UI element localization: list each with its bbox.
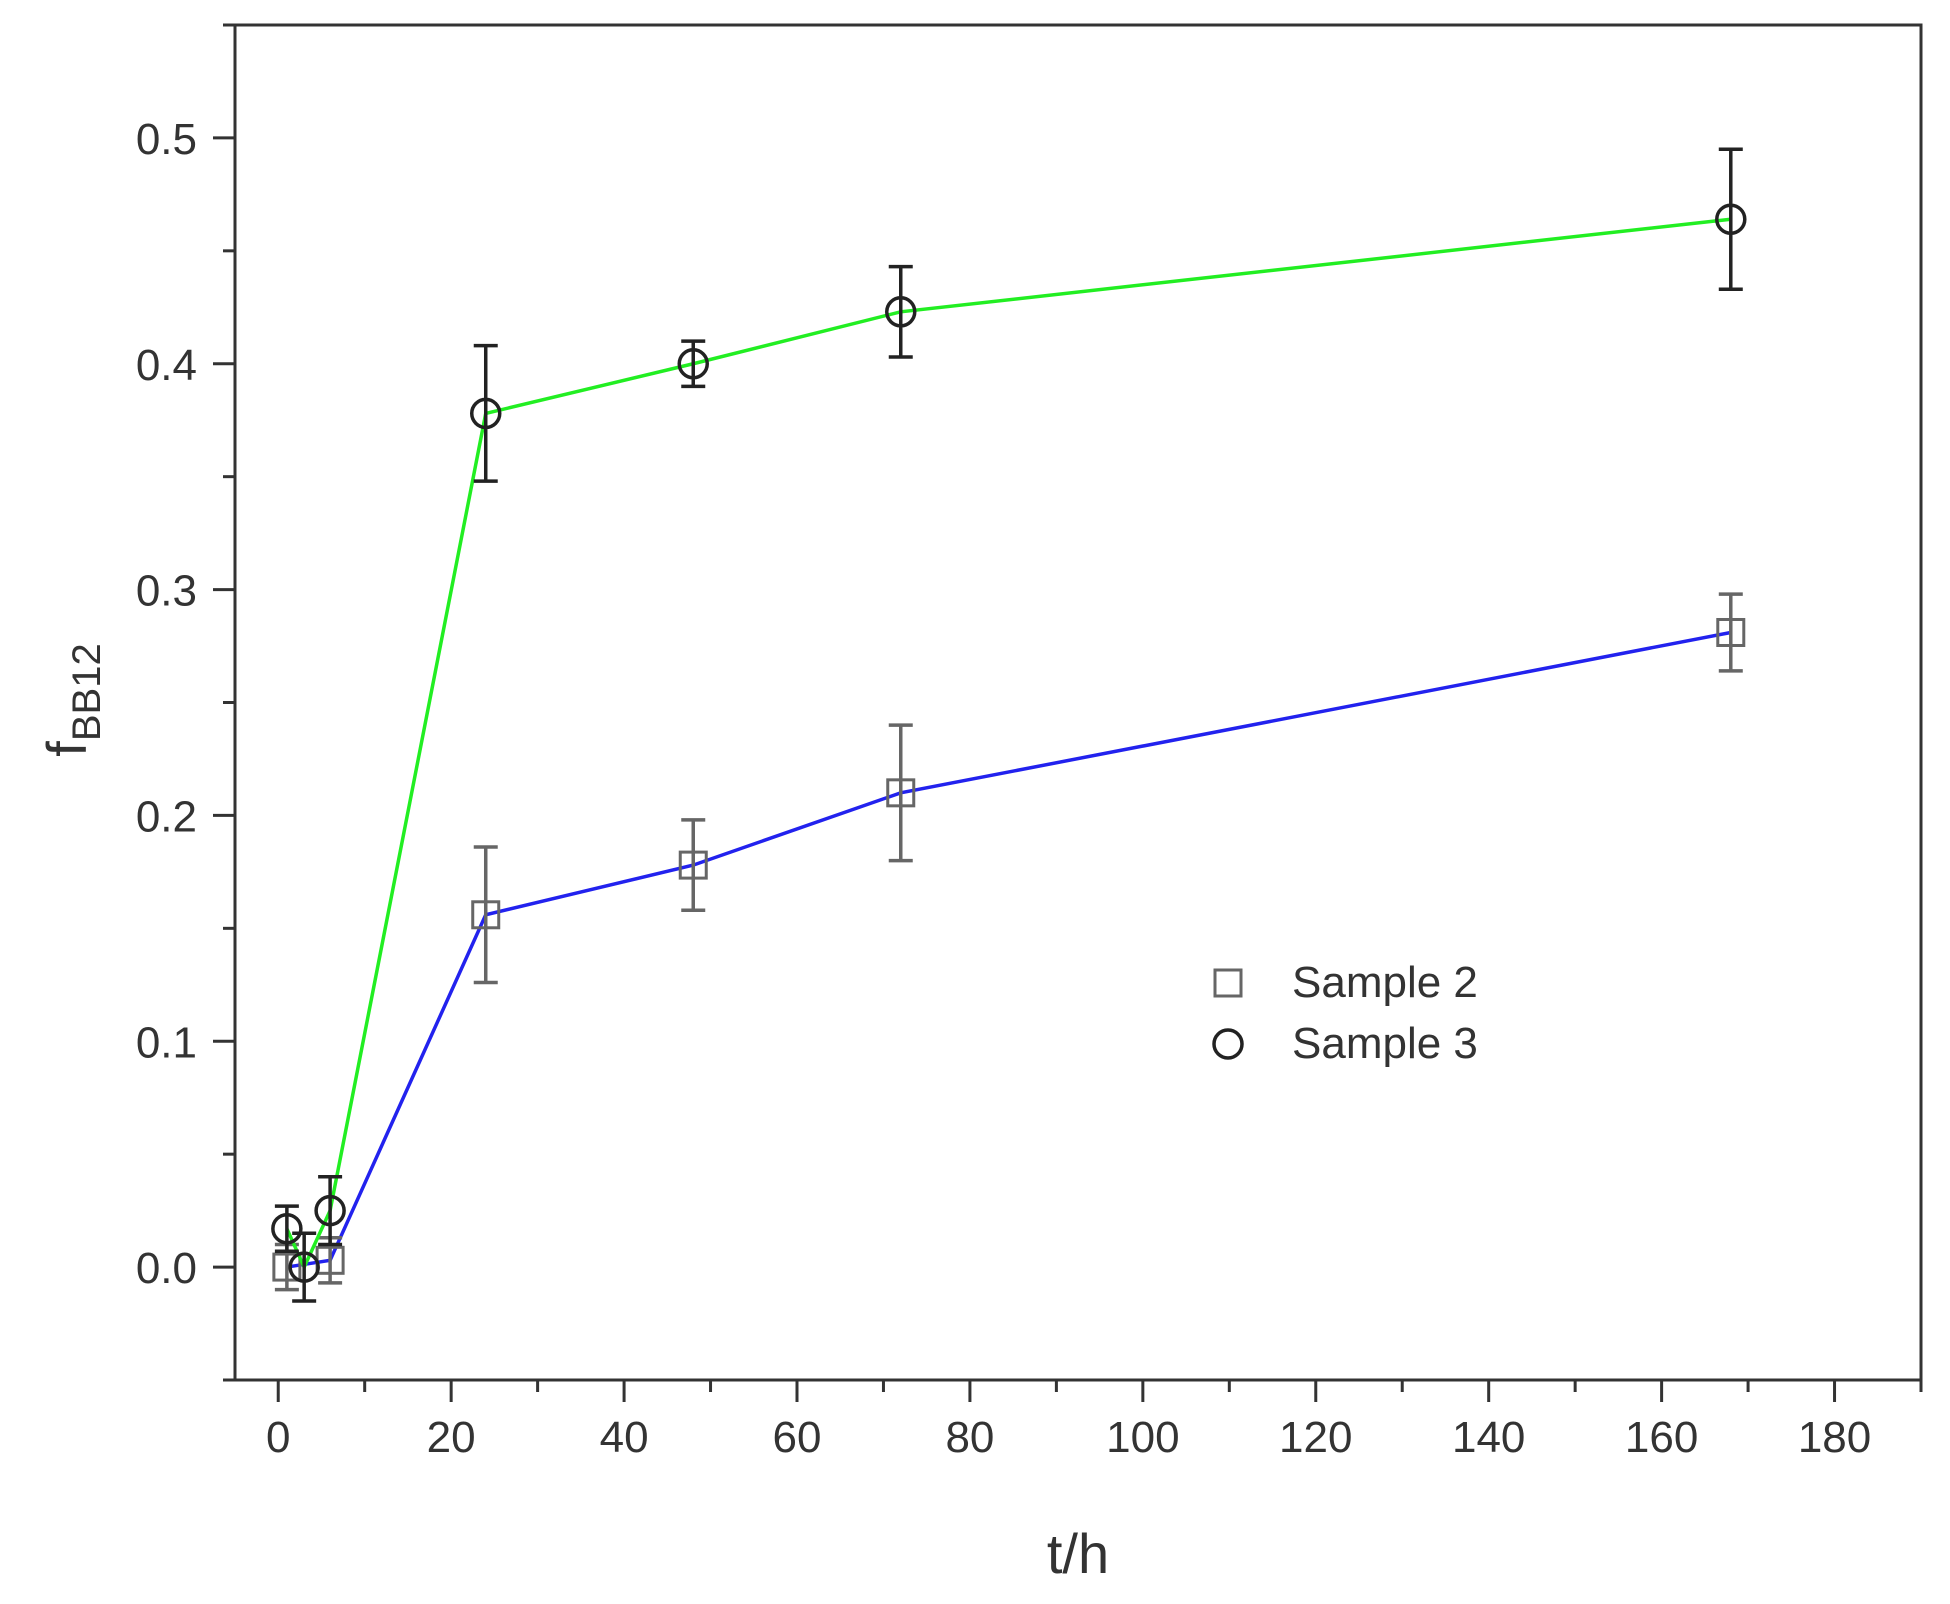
x-axis-label: t/h	[1047, 1522, 1109, 1585]
data-point-circle	[314, 1194, 346, 1227]
data-point-circle	[271, 1212, 303, 1245]
y-tick-label: 0.5	[136, 115, 197, 164]
series-line	[285, 217, 1731, 1272]
series-line	[286, 630, 1732, 1269]
data-point-square	[886, 778, 916, 808]
y-axis-label-main: f	[35, 741, 98, 757]
data-point-square	[1213, 968, 1243, 998]
data-point-square	[678, 850, 708, 880]
y-axis-label: fBB12	[35, 643, 109, 756]
y-tick-label: 0.1	[136, 1018, 197, 1067]
y-tick-label: 0.4	[136, 341, 197, 390]
x-tick-label: 120	[1279, 1413, 1352, 1462]
x-tick-label: 0	[266, 1413, 290, 1462]
data-point-circle	[677, 348, 709, 380]
legend-label: Sample 3	[1292, 1019, 1478, 1068]
data-point-square	[272, 1252, 302, 1282]
y-axis-label-sub: BB12	[65, 643, 109, 741]
x-tick-label: 140	[1452, 1413, 1525, 1462]
data-point-square	[471, 900, 501, 930]
y-axis: 0.0 0.1 0.2 0.3 0.4 0.5	[136, 23, 235, 1382]
y-tick-label: 0.0	[136, 1244, 197, 1293]
x-axis: 0 20 40 60 80 100 120 140 160 180	[266, 1380, 1923, 1462]
x-tick-label: 60	[773, 1413, 822, 1462]
legend-label: Sample 2	[1292, 958, 1478, 1007]
x-tick-label: 40	[600, 1413, 649, 1462]
data-point-circle	[1212, 1028, 1244, 1060]
x-tick-label: 80	[945, 1413, 994, 1462]
x-tick-label: 180	[1798, 1413, 1871, 1462]
y-tick-label: 0.3	[136, 567, 197, 616]
data-point-circle	[469, 397, 502, 430]
data-point-circle	[288, 1251, 320, 1283]
x-tick-label: 100	[1106, 1413, 1179, 1462]
x-tick-label: 160	[1625, 1413, 1698, 1462]
legend: Sample 2 Sample 3	[1212, 958, 1478, 1068]
plot-frame	[233, 23, 1923, 1382]
data-point-circle	[1715, 203, 1747, 235]
data-point-circle	[885, 296, 917, 328]
series-1	[272, 592, 1746, 1292]
x-tick-label: 20	[427, 1413, 476, 1462]
series-layer	[271, 147, 1747, 1303]
y-tick-label: 0.2	[136, 792, 197, 841]
data-point-square	[1716, 617, 1746, 647]
series-2	[271, 147, 1747, 1303]
